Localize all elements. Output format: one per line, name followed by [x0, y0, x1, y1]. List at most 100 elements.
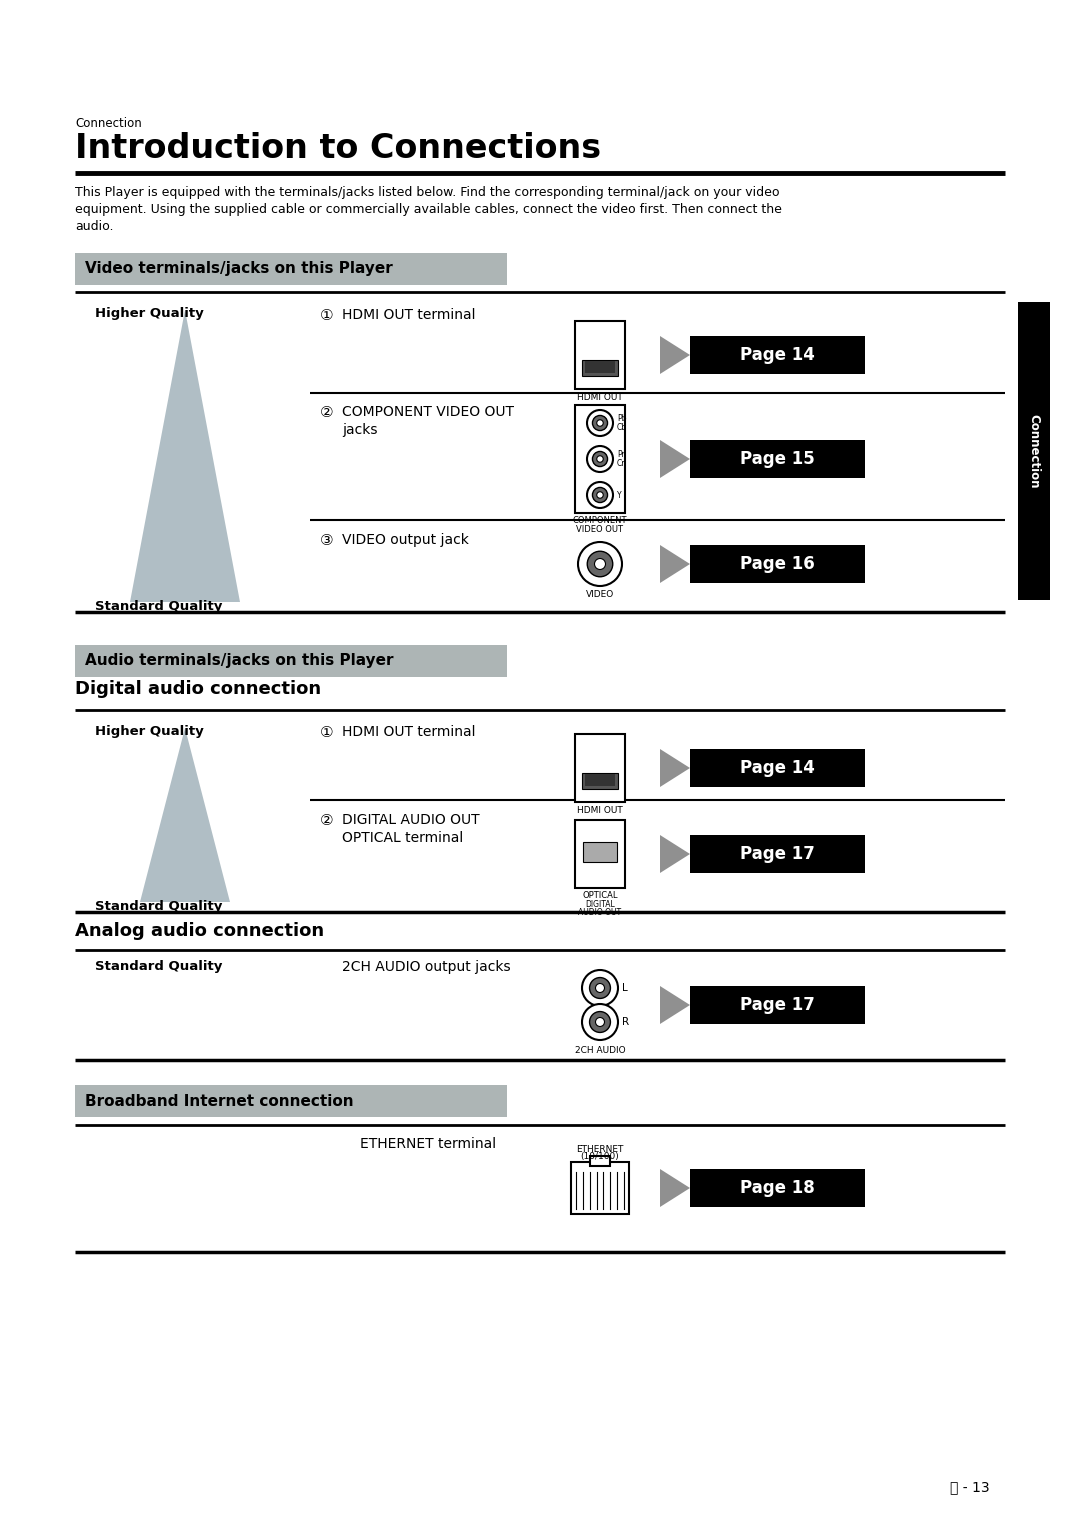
Text: (10/100): (10/100): [581, 1152, 619, 1161]
Circle shape: [582, 971, 618, 1006]
Text: Page 17: Page 17: [740, 845, 815, 864]
Text: Page 14: Page 14: [740, 346, 815, 365]
Bar: [690, 545, 865, 583]
Polygon shape: [660, 545, 690, 583]
Circle shape: [578, 542, 622, 586]
Bar: [690, 1169, 865, 1207]
Text: ETHERNET terminal: ETHERNET terminal: [360, 1137, 496, 1151]
Circle shape: [595, 1018, 605, 1027]
Text: DIGITAL AUDIO OUT: DIGITAL AUDIO OUT: [342, 813, 480, 827]
Text: 2CH AUDIO output jacks: 2CH AUDIO output jacks: [342, 960, 511, 974]
Text: This Player is equipped with the terminals/jacks listed below. Find the correspo: This Player is equipped with the termina…: [75, 186, 780, 198]
Text: equipment. Using the supplied cable or commercially available cables, connect th: equipment. Using the supplied cable or c…: [75, 203, 782, 217]
Text: VIDEO: VIDEO: [585, 591, 615, 600]
Text: Pr
Cr: Pr Cr: [617, 450, 625, 468]
Polygon shape: [660, 1169, 690, 1207]
Bar: [585, 774, 615, 786]
Text: Y: Y: [617, 490, 622, 499]
Bar: [582, 774, 618, 789]
Circle shape: [595, 983, 605, 992]
Polygon shape: [140, 728, 230, 902]
Circle shape: [582, 1004, 618, 1041]
Bar: [690, 749, 865, 787]
Bar: [575, 734, 625, 803]
Text: R: R: [622, 1016, 630, 1027]
Bar: [75, 645, 507, 678]
Circle shape: [597, 491, 604, 499]
Circle shape: [594, 559, 606, 569]
Bar: [583, 842, 617, 862]
Text: Broadband Internet connection: Broadband Internet connection: [85, 1094, 353, 1108]
Text: Page 17: Page 17: [740, 996, 815, 1013]
Text: HDMI OUT terminal: HDMI OUT terminal: [342, 308, 475, 322]
Text: COMPONENT VIDEO OUT: COMPONENT VIDEO OUT: [342, 404, 514, 420]
Circle shape: [597, 420, 604, 426]
Polygon shape: [660, 986, 690, 1024]
Text: DIGITAL: DIGITAL: [585, 900, 615, 909]
Bar: [690, 336, 865, 374]
Bar: [590, 1157, 610, 1166]
Bar: [575, 404, 625, 513]
Text: Page 14: Page 14: [740, 758, 815, 777]
Circle shape: [588, 482, 613, 508]
Text: Standard Quality: Standard Quality: [95, 600, 222, 613]
Polygon shape: [660, 835, 690, 873]
Text: OPTICAL terminal: OPTICAL terminal: [342, 832, 463, 845]
Circle shape: [590, 1012, 610, 1033]
Text: ①: ①: [320, 308, 334, 324]
Circle shape: [597, 456, 604, 462]
Text: Page 18: Page 18: [740, 1180, 815, 1196]
Bar: [1018, 302, 1050, 600]
Text: AUDIO OUT: AUDIO OUT: [579, 908, 622, 917]
Text: Pb
Cb: Pb Cb: [617, 414, 627, 432]
Text: Standard Quality: Standard Quality: [95, 900, 222, 913]
Text: Audio terminals/jacks on this Player: Audio terminals/jacks on this Player: [85, 653, 393, 668]
Text: VIDEO OUT: VIDEO OUT: [577, 525, 623, 534]
Bar: [690, 439, 865, 478]
Text: HDMI OUT: HDMI OUT: [577, 394, 623, 401]
Text: Connection: Connection: [1027, 414, 1040, 488]
Text: Connection: Connection: [75, 118, 141, 130]
Text: ETHERNET: ETHERNET: [577, 1144, 623, 1154]
Text: ②: ②: [320, 813, 334, 829]
Bar: [585, 362, 615, 372]
Circle shape: [588, 446, 613, 472]
Text: VIDEO output jack: VIDEO output jack: [342, 533, 469, 546]
Bar: [582, 360, 618, 375]
Polygon shape: [660, 336, 690, 374]
Text: 2CH AUDIO: 2CH AUDIO: [575, 1045, 625, 1054]
Circle shape: [593, 452, 608, 467]
Polygon shape: [660, 439, 690, 478]
Circle shape: [593, 487, 608, 502]
Text: Page 16: Page 16: [740, 555, 815, 572]
Text: L: L: [622, 983, 627, 993]
Text: Higher Quality: Higher Quality: [95, 725, 204, 739]
Bar: [575, 320, 625, 389]
Circle shape: [588, 410, 613, 436]
Circle shape: [590, 978, 610, 998]
Text: ②: ②: [320, 404, 334, 420]
Text: Standard Quality: Standard Quality: [95, 960, 222, 974]
Text: ③: ③: [320, 533, 334, 548]
Text: Video terminals/jacks on this Player: Video terminals/jacks on this Player: [85, 261, 393, 276]
Bar: [690, 835, 865, 873]
Text: audio.: audio.: [75, 220, 113, 233]
Polygon shape: [130, 310, 240, 601]
Text: Analog audio connection: Analog audio connection: [75, 922, 324, 940]
Bar: [690, 986, 865, 1024]
Text: OPTICAL: OPTICAL: [582, 891, 618, 900]
Text: ①: ①: [320, 725, 334, 740]
Text: HDMI OUT: HDMI OUT: [577, 806, 623, 815]
Bar: [75, 253, 507, 285]
Text: ⓔ - 13: ⓔ - 13: [950, 1480, 990, 1494]
Text: HDMI OUT terminal: HDMI OUT terminal: [342, 725, 475, 739]
Text: Higher Quality: Higher Quality: [95, 307, 204, 320]
Polygon shape: [660, 749, 690, 787]
Bar: [75, 1085, 507, 1117]
Text: Page 15: Page 15: [740, 450, 815, 468]
Circle shape: [593, 415, 608, 430]
Bar: [575, 819, 625, 888]
Text: COMPONENT: COMPONENT: [572, 516, 627, 525]
Text: jacks: jacks: [342, 423, 378, 436]
Text: Introduction to Connections: Introduction to Connections: [75, 133, 602, 165]
